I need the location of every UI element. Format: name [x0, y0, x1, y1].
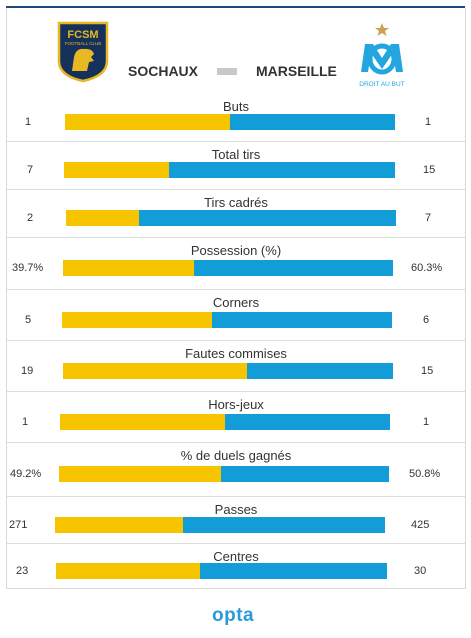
opta-logo: opta: [212, 605, 255, 626]
sochaux-crest-icon: FCSM FOOTBALL CLUB: [57, 21, 109, 83]
home-value: 23: [16, 565, 29, 577]
home-bar-segment: [66, 210, 140, 226]
away-team-name: MARSEILLE: [256, 63, 337, 79]
comparison-bar: [56, 563, 387, 579]
comparison-bar: [64, 162, 395, 178]
comparison-bar: [59, 466, 389, 482]
away-bar-segment: [221, 466, 389, 482]
home-bar-segment: [55, 517, 184, 533]
comparison-bar: [63, 260, 393, 276]
away-bar-segment: [247, 363, 393, 379]
stat-label: Buts: [222, 99, 249, 114]
away-value: 1: [423, 416, 430, 428]
away-bar-segment: [230, 114, 395, 130]
away-bar-segment: [169, 162, 395, 178]
home-value: 19: [21, 365, 34, 377]
home-value: 5: [25, 314, 32, 326]
match-stats-panel: FCSM FOOTBALL CLUB SOCHAUX MARSEILLE DRO…: [6, 8, 466, 589]
match-header: FCSM FOOTBALL CLUB SOCHAUX MARSEILLE DRO…: [7, 8, 465, 94]
home-value: 39.7%: [12, 262, 44, 274]
stat-row: Tirs cadrés 2 7: [7, 189, 465, 238]
comparison-bar: [62, 312, 392, 328]
away-value: 50.8%: [409, 468, 441, 480]
comparison-bar: [66, 210, 396, 226]
versus-separator: [217, 68, 237, 75]
stat-row: Corners 5 6: [7, 289, 465, 341]
svg-text:FOOTBALL CLUB: FOOTBALL CLUB: [65, 41, 102, 46]
stat-label: Possession (%): [190, 243, 282, 258]
top-rule: [6, 6, 465, 8]
away-value: 30: [414, 565, 427, 577]
away-value: 425: [411, 519, 430, 531]
svg-text:FCSM: FCSM: [67, 29, 98, 41]
marseille-crest-icon: DROIT AU BUT: [359, 23, 405, 88]
home-value: 2: [27, 212, 34, 224]
home-bar-segment: [65, 114, 230, 130]
away-bar-segment: [225, 414, 390, 430]
away-bar-segment: [183, 517, 385, 533]
stat-label: Total tirs: [211, 147, 261, 162]
stat-label: Tirs cadrés: [204, 195, 268, 210]
comparison-bar: [63, 363, 393, 379]
stat-label: Passes: [214, 502, 258, 517]
stat-label: Centres: [213, 549, 259, 564]
home-bar-segment: [63, 260, 194, 276]
away-bar-segment: [194, 260, 393, 276]
stat-row: Centres 23 30: [7, 543, 465, 589]
home-bar-segment: [59, 466, 222, 482]
svg-text:DROIT AU BUT: DROIT AU BUT: [359, 81, 404, 88]
stat-row: Passes 271 425: [7, 496, 465, 544]
home-bar-segment: [63, 363, 248, 379]
stat-row: % de duels gagnés 49.2% 50.8%: [7, 442, 465, 497]
away-bar-segment: [212, 312, 392, 328]
home-value: 1: [22, 416, 29, 428]
home-team-name: SOCHAUX: [128, 63, 199, 79]
away-value: 15: [421, 365, 434, 377]
stat-label: Fautes commises: [185, 346, 287, 361]
away-value: 60.3%: [411, 262, 443, 274]
stat-label: % de duels gagnés: [180, 448, 292, 463]
away-bar-segment: [199, 563, 387, 579]
away-value: 6: [423, 314, 430, 326]
away-value: 15: [423, 164, 436, 176]
comparison-bar: [65, 114, 395, 130]
home-value: 7: [27, 164, 34, 176]
home-bar-segment: [62, 312, 213, 328]
home-bar-segment: [64, 162, 170, 178]
home-bar-segment: [60, 414, 225, 430]
stat-label: Corners: [212, 295, 260, 310]
away-value: 7: [425, 212, 432, 224]
home-value: 271: [9, 519, 28, 531]
stat-row: Total tirs 7 15: [7, 141, 465, 190]
comparison-bar: [60, 414, 390, 430]
comparison-bar: [55, 517, 385, 533]
stat-label: Hors-jeux: [208, 397, 264, 412]
away-value: 1: [425, 116, 432, 128]
away-bar-segment: [139, 210, 396, 226]
home-bar-segment: [56, 563, 200, 579]
stat-row: Fautes commises 19 15: [7, 340, 465, 392]
home-value: 49.2%: [10, 468, 42, 480]
stat-row: Possession (%) 39.7% 60.3%: [7, 237, 465, 290]
stat-row: Hors-jeux 1 1: [7, 391, 465, 443]
home-value: 1: [25, 116, 32, 128]
stat-row: Buts 1 1: [7, 94, 465, 141]
